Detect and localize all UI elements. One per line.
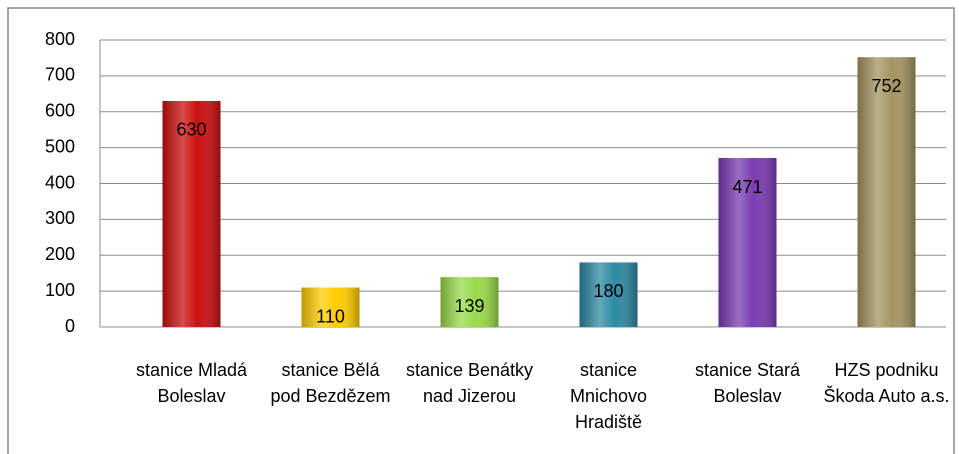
value-label: 180 (593, 281, 623, 301)
y-tick-label: 500 (45, 136, 75, 156)
x-tick-label: stanice Bělá pod Bezdězem (270, 360, 391, 406)
x-tick-label: stanice Mnichovo Hradiště (569, 360, 648, 432)
y-tick-label: 300 (45, 208, 75, 228)
y-tick-label: 600 (45, 101, 75, 121)
y-tick-label: 0 (65, 316, 75, 336)
value-label: 752 (871, 76, 901, 96)
y-tick-label: 100 (45, 280, 75, 300)
x-tick-label: stanice Stará Boleslav (694, 360, 801, 406)
bar-shine (162, 100, 221, 327)
y-tick-label: 400 (45, 172, 75, 192)
y-tick-label: 800 (45, 29, 75, 49)
value-label: 139 (454, 296, 484, 316)
bar-shine (857, 57, 916, 327)
y-tick-label: 200 (45, 244, 75, 264)
y-tick-label: 700 (45, 65, 75, 85)
value-label: 110 (316, 306, 345, 326)
x-tick-label: stanice Benátky nad Jizerou (405, 360, 534, 406)
x-tick-label: HZS podniku Škoda Auto a.s. (823, 360, 950, 406)
chart-frame (7, 7, 955, 454)
x-tick-label: stanice Mladá Boleslav (135, 360, 248, 406)
bar-shine (301, 287, 360, 327)
bar-shine (579, 262, 638, 327)
bar-shine (718, 158, 777, 327)
bar-shine (440, 277, 499, 327)
value-label: 630 (176, 120, 206, 140)
value-label: 471 (732, 177, 762, 197)
